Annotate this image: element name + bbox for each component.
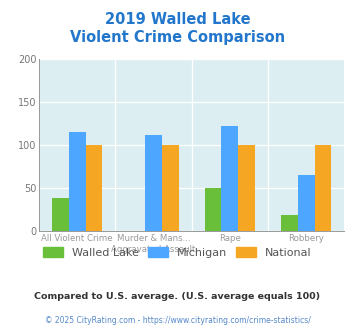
Text: © 2025 CityRating.com - https://www.cityrating.com/crime-statistics/: © 2025 CityRating.com - https://www.city… — [45, 316, 310, 325]
Legend: Walled Lake, Michigan, National: Walled Lake, Michigan, National — [41, 245, 314, 260]
Bar — [205, 188, 222, 231]
Text: 2019 Walled Lake: 2019 Walled Lake — [105, 12, 250, 26]
Bar — [145, 135, 162, 231]
Bar — [315, 145, 331, 231]
Bar — [222, 126, 238, 231]
Bar — [86, 145, 102, 231]
Bar — [162, 145, 179, 231]
Bar — [238, 145, 255, 231]
Text: Violent Crime Comparison: Violent Crime Comparison — [70, 30, 285, 45]
Bar — [69, 132, 86, 231]
Bar — [281, 215, 298, 231]
Bar — [52, 198, 69, 231]
Text: Compared to U.S. average. (U.S. average equals 100): Compared to U.S. average. (U.S. average … — [34, 292, 321, 301]
Bar — [298, 175, 315, 231]
